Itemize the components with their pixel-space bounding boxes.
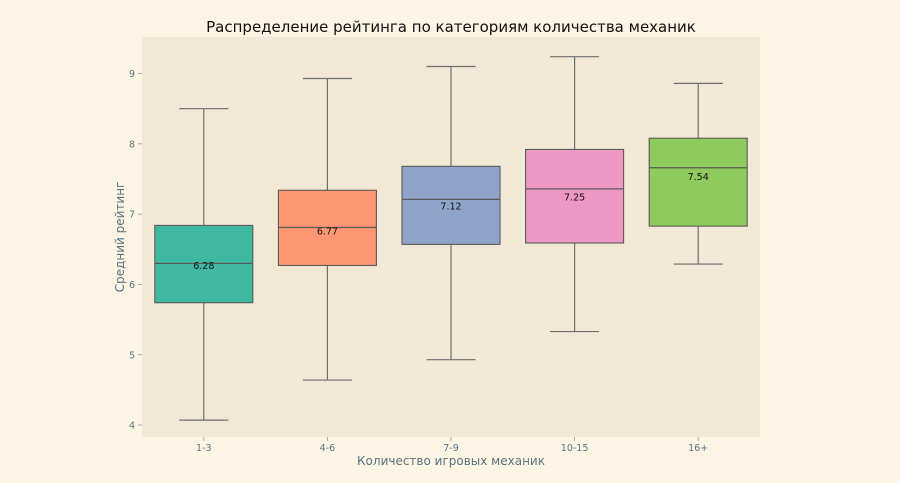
x-tick-label: 10-15 [561,443,589,454]
chart-title: Распределение рейтинга по категориям кол… [206,18,696,36]
y-tick-label: 4 [129,421,135,432]
y-tick-label: 5 [129,350,135,361]
y-axis-label: Средний рейтинг [113,182,127,293]
y-tick-label: 9 [129,69,135,80]
x-axis-label: Количество игровых механик [357,454,545,468]
box-group-1-3: 6.28 [154,108,254,421]
y-axis-ticks: 4 5 6 7 8 9 [129,69,142,432]
box-group-16+: 7.54 [648,82,748,265]
x-axis-ticks: 1-3 4-6 7-9 10-15 16+ [196,437,708,454]
mean-annotation: 6.28 [193,261,214,272]
mean-annotation: 7.25 [564,193,585,204]
box-iqr [401,165,501,245]
mean-annotation: 6.77 [317,226,338,237]
box-iqr [154,224,254,304]
box-iqr [525,148,625,244]
y-tick-label: 8 [129,139,135,150]
box-group-10-15: 7.25 [525,56,625,333]
box-iqr [648,137,748,227]
x-tick-label: 7-9 [443,443,459,454]
y-tick-label: 6 [129,280,135,291]
box-group-4-6: 6.77 [277,77,377,381]
x-tick-label: 4-6 [320,443,336,454]
box-group-7-9: 7.12 [401,65,501,361]
y-tick-label: 7 [129,210,135,221]
mean-annotation: 7.12 [440,202,461,213]
x-tick-label: 16+ [688,443,708,454]
x-tick-label: 1-3 [196,443,212,454]
box-series: 6.28 6.77 7.12 7.25 7.54 [154,56,748,421]
mean-annotation: 7.54 [688,172,709,183]
